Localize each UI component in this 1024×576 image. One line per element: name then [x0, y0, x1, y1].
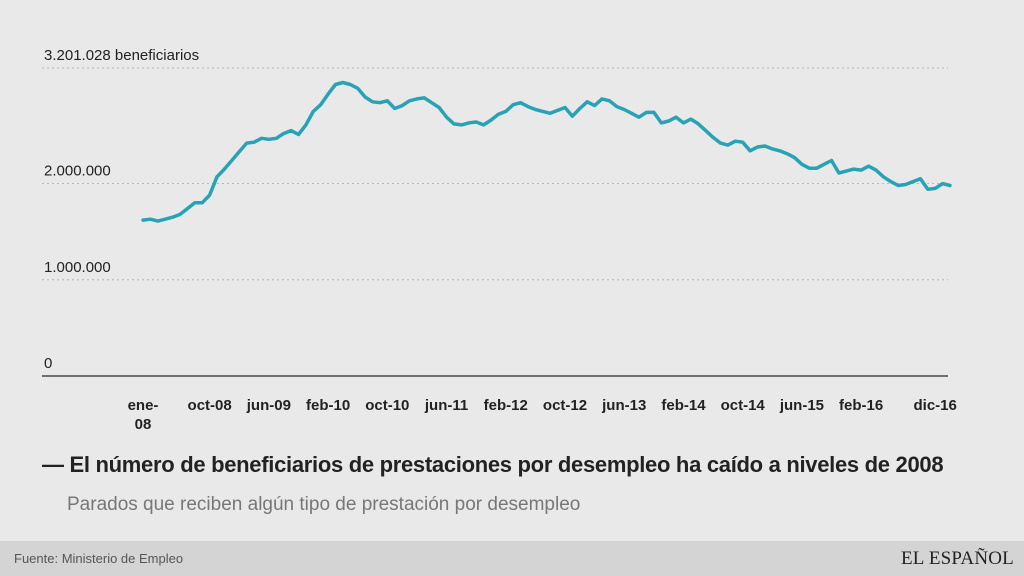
legend-dash: — — [42, 452, 64, 477]
y-tick-labels: 0 1.000.000 2.000.000 3.201.028 beneficiari… — [44, 47, 199, 372]
x-tick-label-2: jun-09 — [246, 397, 291, 414]
brand-logo: EL ESPAÑOL — [900, 548, 1014, 569]
x-tick-label-5: jun-11 — [424, 397, 468, 414]
x-tick-labels: ene- 08 oct-08 jun-09 feb-10 oct-10 jun-11 feb-… — [128, 397, 957, 433]
x-tick-label-0: ene- 08 — [128, 397, 159, 433]
x-tick-label-11: jun-15 — [779, 397, 824, 414]
chart-title: El número de beneficiarios de prestacion… — [69, 452, 944, 477]
series-line-0 — [141, 80, 952, 223]
x-tick-label-3: feb-10 — [306, 397, 350, 414]
y-tick-label-3: 3.201.028 beneficiarios — [44, 47, 199, 64]
x-tick-label-8: jun-13 — [601, 397, 646, 414]
x-tick-label-9: feb-14 — [661, 397, 706, 414]
chart-svg: 0 1.000.000 2.000.000 3.201.028 beneficiari… — [42, 47, 957, 433]
chart-title-row: — El número de beneficiarios de prestaci… — [42, 452, 1004, 478]
x-tick-label-10: oct-14 — [721, 397, 766, 414]
series-layer — [141, 80, 952, 223]
y-tick-label-2: 2.000.000 — [44, 163, 111, 180]
chart-subtitle: Parados que reciben algún tipo de presta… — [67, 494, 581, 515]
x-tick-label-line: 08 — [135, 416, 152, 433]
x-tick-label-line: ene- — [128, 397, 159, 414]
x-tick-label-6: feb-12 — [484, 397, 528, 414]
grid-lines — [42, 67, 948, 281]
y-tick-label-1: 1.000.000 — [44, 259, 111, 276]
footer-bar: Fuente: Ministerio de Empleo EL ESPAÑOL — [0, 541, 1024, 576]
x-tick-label-4: oct-10 — [365, 397, 409, 414]
x-tick-label-12: feb-16 — [839, 397, 883, 414]
x-tick-label-13: dic-16 — [914, 397, 957, 414]
source-text: Fuente: Ministerio de Empleo — [14, 551, 184, 566]
y-tick-label-0: 0 — [44, 355, 52, 372]
x-tick-label-1: oct-08 — [188, 397, 232, 414]
x-tick-label-7: oct-12 — [543, 397, 587, 414]
